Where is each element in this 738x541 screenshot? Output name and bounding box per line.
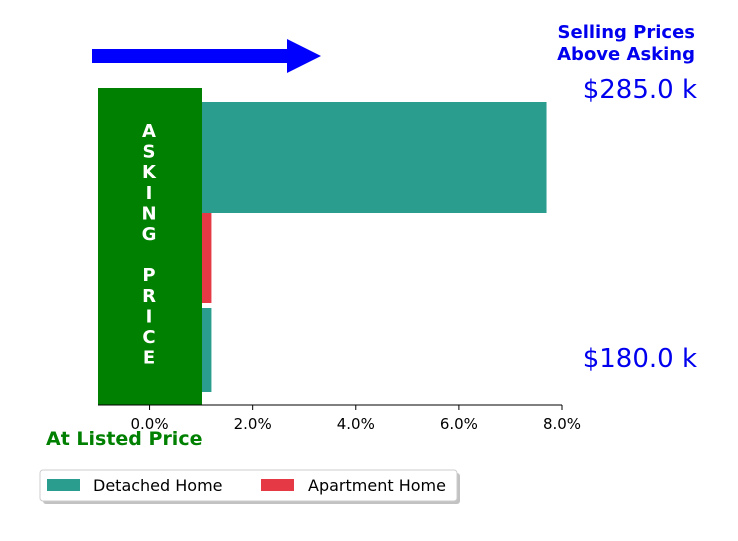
x-tick-label: 0.0%	[131, 415, 169, 433]
x-tick-label: 4.0%	[337, 415, 375, 433]
asking-price-block	[98, 88, 202, 405]
asking-letter: A	[142, 121, 156, 142]
asking-letter: E	[143, 348, 155, 369]
bar-detached-high	[149, 102, 547, 213]
high-price-label: $285.0 k	[583, 75, 697, 105]
legend: Detached Home Apartment Home	[39, 469, 460, 504]
legend-swatch-apartment	[261, 479, 294, 491]
arrow-head	[287, 39, 321, 73]
asking-letter: I	[146, 183, 153, 204]
bars-group	[149, 102, 547, 392]
asking-letter: S	[143, 142, 156, 163]
legend-swatch-detached	[47, 479, 80, 491]
asking-letter: P	[142, 265, 155, 286]
listed-price-label: At Listed Price	[46, 428, 202, 450]
low-price-label: $180.0 k	[583, 344, 697, 374]
x-ticks: 0.0% 2.0% 4.0% 6.0% 8.0%	[131, 405, 581, 433]
arrow-right-icon	[92, 39, 321, 73]
legend-label-detached: Detached Home	[93, 476, 223, 495]
asking-letter: I	[146, 306, 153, 327]
asking-letter: G	[142, 224, 157, 245]
asking-letter: C	[142, 327, 155, 348]
arrow-shaft	[92, 49, 289, 63]
x-tick-label: 8.0%	[543, 415, 581, 433]
heading-line-1: Selling Prices	[558, 22, 695, 43]
x-tick-label: 6.0%	[440, 415, 478, 433]
x-tick-label: 2.0%	[234, 415, 272, 433]
asking-letter: R	[142, 286, 156, 307]
asking-letter: N	[141, 203, 156, 224]
asking-letter: K	[142, 162, 157, 183]
heading-line-2: Above Asking	[557, 44, 695, 65]
legend-label-apartment: Apartment Home	[308, 476, 446, 495]
